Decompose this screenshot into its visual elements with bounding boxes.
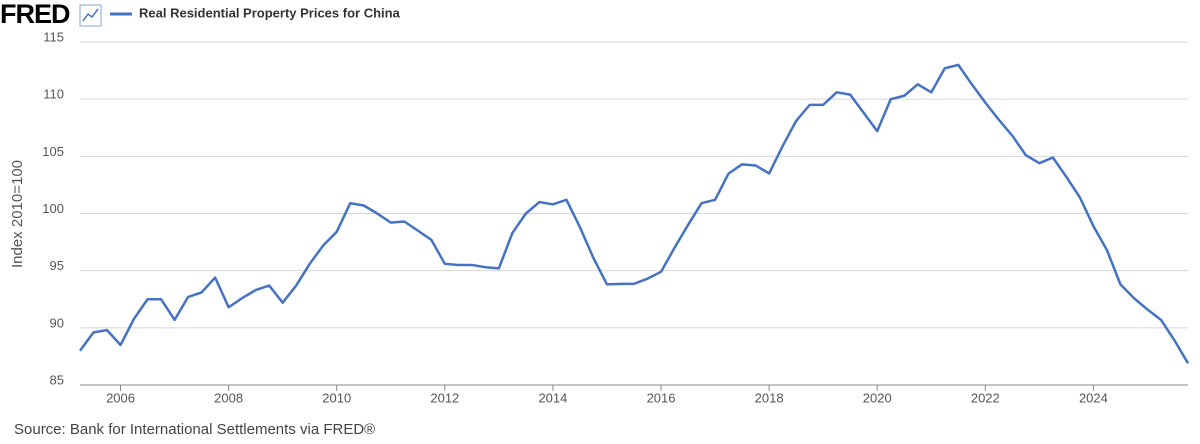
x-tick-label: 2016 [647, 390, 676, 405]
y-tick-label: 85 [50, 372, 64, 387]
y-tick-label: 90 [50, 315, 64, 330]
x-tick-label: 2014 [538, 390, 567, 405]
y-tick-label: 95 [50, 258, 64, 273]
y-tick-label: 105 [42, 144, 64, 159]
y-tick-label: 110 [43, 87, 64, 102]
y-tick-label: 115 [43, 29, 64, 44]
source: Source: Bank for International Settlemen… [14, 421, 375, 438]
y-tick-label: 100 [42, 201, 64, 216]
x-tick-label: 2008 [214, 390, 243, 405]
x-tick-label: 2022 [971, 390, 1000, 405]
x-tick-label: 2018 [755, 390, 784, 405]
legend-label: Real Residential Property Prices for Chi… [139, 5, 401, 20]
logo: FRED [0, 0, 70, 29]
data-line [78, 63, 1190, 364]
x-tick-label: 2020 [863, 390, 892, 405]
x-tick-label: 2012 [430, 390, 459, 405]
x-tick-label: 2010 [322, 390, 351, 405]
y-axis-label: Index 2010=100 [9, 160, 26, 268]
x-tick-label: 2024 [1079, 390, 1108, 405]
x-tick-label: 2006 [106, 390, 135, 405]
logo-icon [79, 4, 102, 27]
